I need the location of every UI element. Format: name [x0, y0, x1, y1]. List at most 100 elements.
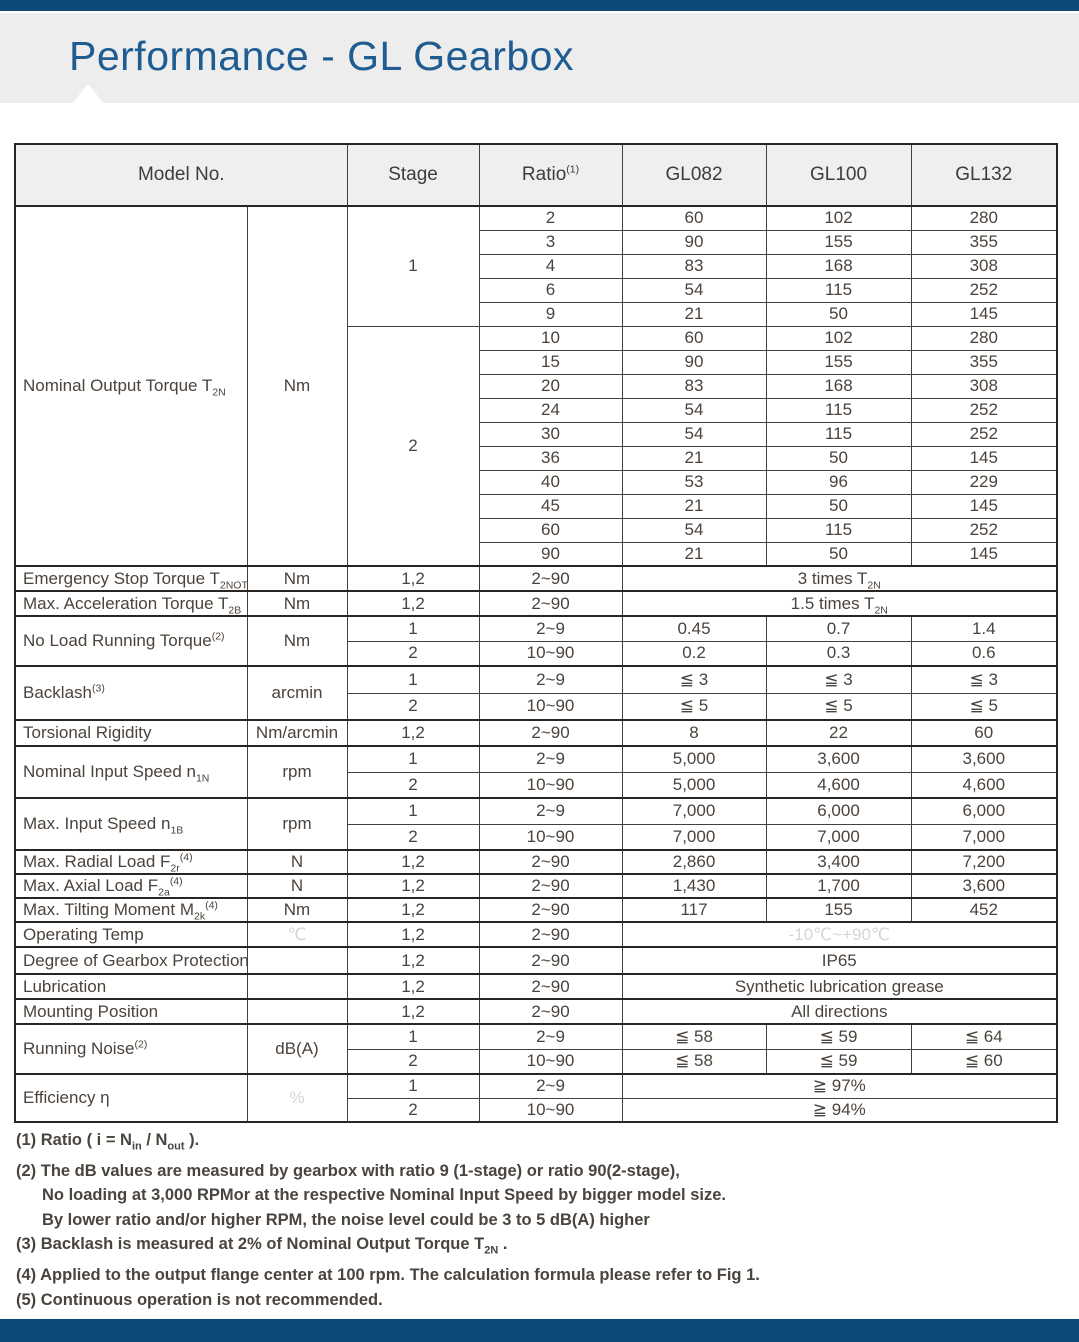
ratio-cell: 2~9 [478, 745, 623, 773]
gl132-cell: 145 [910, 301, 1058, 327]
gl100-cell: 168 [765, 373, 912, 399]
gl082-cell: 60 [621, 325, 767, 351]
value-text: 3 times T [797, 568, 868, 588]
gl132-cell: 0.6 [910, 640, 1058, 667]
table-row: 15 90 155 355 [15, 349, 1058, 375]
gl100-cell: 50 [765, 445, 912, 471]
gl100-cell: 4,600 [765, 771, 912, 799]
gl082-cell: 60 [621, 205, 767, 231]
label-cell: Max. Input Speed n1B [14, 797, 248, 851]
gl100-cell: 155 [765, 349, 912, 375]
footnote-line: By lower ratio and/or higher RPM, the no… [42, 1210, 650, 1229]
gl082-cell: 54 [621, 397, 767, 423]
label-cell: No Load Running Torque(2) [14, 615, 248, 667]
unit-cell: Nm [246, 897, 348, 923]
gl132-cell: 308 [910, 253, 1058, 279]
gl082-cell: 1,430 [621, 873, 767, 899]
gl100-cell: 50 [765, 493, 912, 519]
gl082-cell: 54 [621, 517, 767, 543]
table-row: Nominal Output Torque T2N Nm 1 2 60 102 … [14, 205, 1058, 567]
label-cell: Running Noise(2) [14, 1023, 248, 1075]
gl100-cell: 96 [765, 469, 912, 495]
footnote-text: . [498, 1235, 508, 1254]
gl100-cell: ≦ 59 [765, 1023, 912, 1050]
gl082-cell: 54 [621, 277, 767, 303]
superscript: (1) [566, 163, 580, 176]
ratio-cell: 24 [478, 397, 623, 423]
spec-label: Max. Input Speed n [23, 814, 171, 833]
gl100-cell: 22 [765, 719, 912, 747]
gl132-cell: 7,000 [910, 823, 1058, 851]
ratio-cell: 2~90 [478, 946, 623, 975]
gl132-cell: 145 [910, 445, 1058, 471]
spec-label: Max. Acceleration Torque T [23, 593, 229, 613]
label-cell: Lubrication [14, 973, 248, 1000]
table-row: 2 10~90 7,000 7,000 7,000 [15, 823, 1058, 851]
unit-cell: N [246, 873, 348, 899]
gl132-cell: 60 [910, 719, 1058, 747]
col-header-stage: Stage [346, 143, 480, 207]
subscript: 2B [228, 603, 242, 616]
table-row: 6 54 115 252 [15, 277, 1058, 303]
table-row: Torsional Rigidity Nm/arcmin 1,2 2~90 8 … [14, 719, 1058, 747]
ratio-cell: 15 [478, 349, 623, 375]
unit-cell: Nm/arcmin [246, 719, 348, 747]
table-row: 2 10 60 102 280 [15, 325, 1058, 567]
label-cell: Max. Radial Load F2r(4) [14, 849, 248, 875]
label-cell: Torsional Rigidity [14, 719, 248, 747]
label-cell: Max. Acceleration Torque T2B [14, 590, 248, 617]
gl100-cell: 0.7 [765, 615, 912, 642]
subscript: 2N [484, 1244, 499, 1257]
ratio-cell: 2~9 [478, 1073, 623, 1099]
gl100-cell: 115 [765, 277, 912, 303]
ratio-cell: 2~90 [478, 590, 623, 617]
gl100-cell: 1,700 [765, 873, 912, 899]
footnote-text: (3) Backlash is measured at 2% of Nomina… [16, 1235, 485, 1254]
stage-cell: 1 [346, 615, 480, 642]
stage-cell: 1 [346, 797, 480, 825]
ratio-cell: 4 [478, 253, 623, 279]
gl132-cell: 1.4 [910, 615, 1058, 642]
gl082-cell: ≦ 58 [621, 1048, 767, 1075]
gl132-cell: 355 [910, 229, 1058, 255]
gl100-cell: 155 [765, 897, 912, 923]
gl082-cell: 90 [621, 349, 767, 375]
table-row: Backlash(3) arcmin 1 2~9 ≦ 3 ≦ 3 ≦ 3 [14, 665, 1058, 721]
unit-cell: rpm [246, 797, 348, 851]
footnote-line: (1) Ratio ( i = Nin / Nout ). [16, 1128, 1062, 1159]
superscript: (4) [205, 899, 218, 912]
page-title: Performance - GL Gearbox [69, 33, 574, 79]
ratio-cell: 2~9 [478, 1023, 623, 1050]
stage-cell: 2 [346, 692, 480, 721]
span-value-cell: IP65 [621, 946, 1058, 975]
unit-cell: Nm [246, 205, 348, 567]
gl132-cell: 252 [910, 397, 1058, 423]
gl082-cell: 83 [621, 253, 767, 279]
unit-cell: Nm [246, 590, 348, 617]
gl100-cell: 115 [765, 517, 912, 543]
subscript: 2k [194, 910, 206, 922]
unit-cell: arcmin [246, 665, 348, 721]
gl082-cell: 117 [621, 897, 767, 923]
gl082-cell: 21 [621, 445, 767, 471]
ratio-cell: 10 [478, 325, 623, 351]
span-value-cell: -10℃~+90℃ [621, 921, 1058, 948]
top-accent-bar [0, 0, 1079, 11]
spec-label: Running Noise [23, 1039, 135, 1058]
subscript: 1N [195, 772, 210, 785]
gl132-cell: ≦ 3 [910, 665, 1058, 694]
stage-cell: 1,2 [346, 849, 480, 875]
gl082-cell: 21 [621, 541, 767, 567]
gl132-cell: 229 [910, 469, 1058, 495]
table-row: 40 53 96 229 [15, 469, 1058, 495]
label-cell: Max. Tilting Moment M2k(4) [14, 897, 248, 923]
stage-cell: 1,2 [346, 998, 480, 1025]
gl100-cell: 50 [765, 301, 912, 327]
gl100-cell: 155 [765, 229, 912, 255]
gl132-cell: 308 [910, 373, 1058, 399]
table-row: 2 10~90 ≦ 58 ≦ 59 ≦ 60 [15, 1048, 1058, 1075]
stage-cell: 1,2 [346, 946, 480, 975]
stage-cell: 1 [346, 1073, 480, 1099]
ratio-cell: 10~90 [478, 692, 623, 721]
span-value-cell: 3 times T2N [621, 565, 1058, 592]
